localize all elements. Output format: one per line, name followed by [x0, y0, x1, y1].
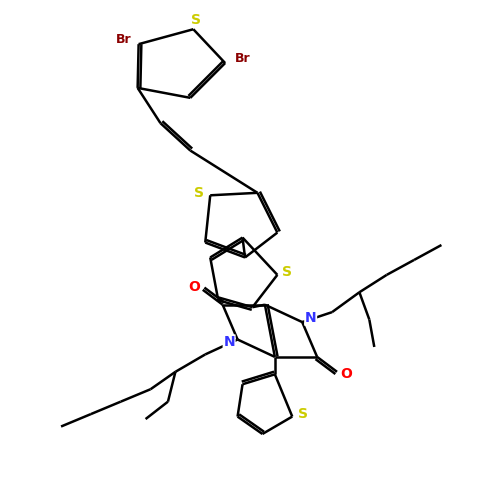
Text: Br: Br	[116, 32, 132, 46]
Text: S: S	[298, 407, 308, 421]
Text: O: O	[340, 368, 352, 382]
Text: O: O	[188, 280, 200, 294]
Text: S: S	[194, 186, 204, 200]
Text: S: S	[282, 266, 292, 280]
Text: N: N	[224, 335, 235, 349]
Text: S: S	[191, 14, 201, 28]
Text: N: N	[305, 311, 316, 325]
Text: Br: Br	[234, 52, 250, 64]
